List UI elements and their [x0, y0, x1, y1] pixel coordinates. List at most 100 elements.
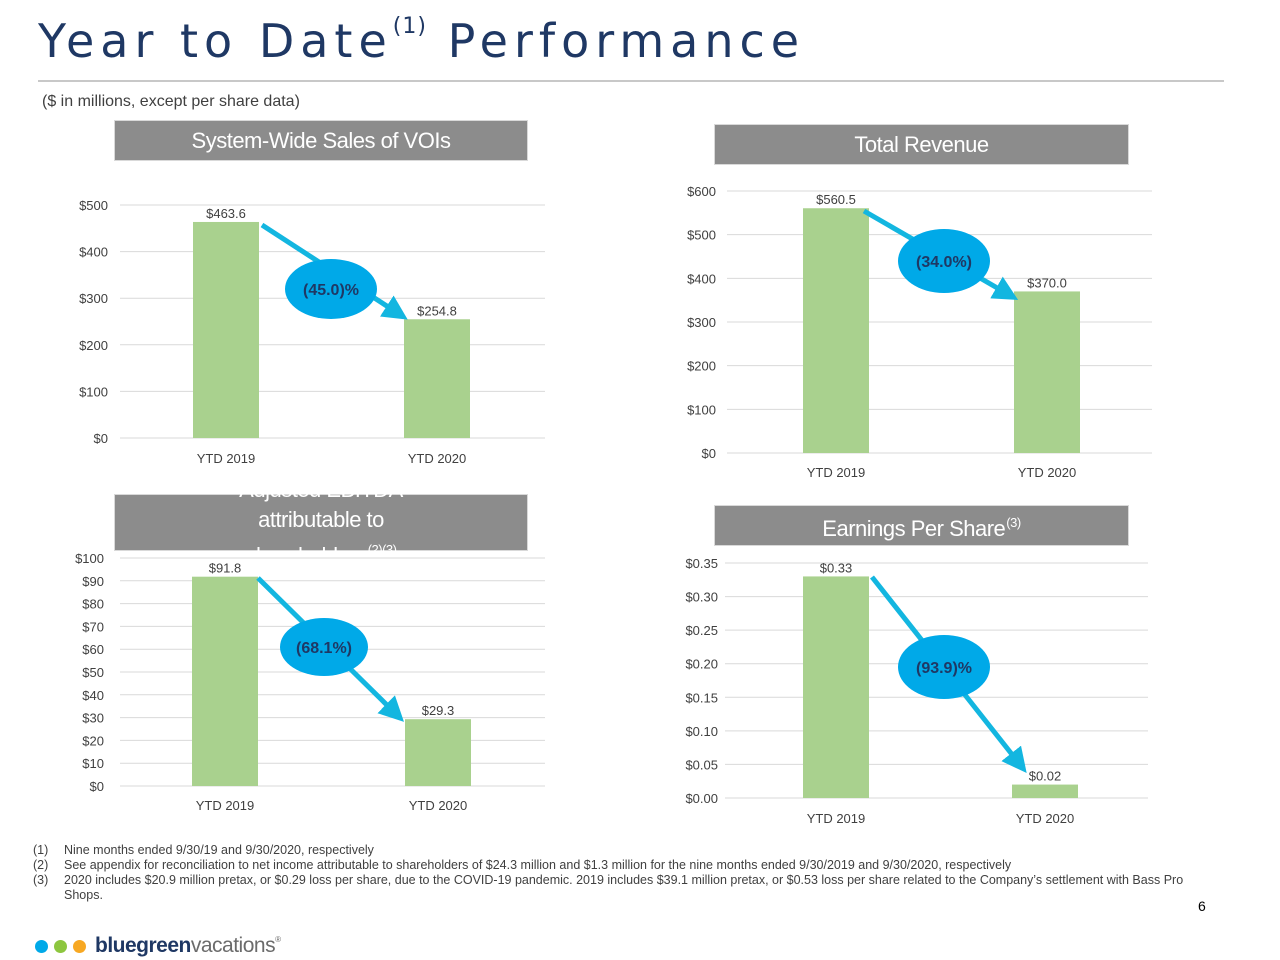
title-end: Performance	[447, 14, 806, 68]
logo-word-2: vacations	[190, 934, 276, 957]
change-badge	[285, 259, 377, 319]
bar-ytd-2019	[193, 221, 259, 438]
data-label: $254.8	[417, 303, 457, 318]
footnote-text: Nine months ended 9/30/19 and 9/30/2020,…	[64, 843, 374, 857]
data-label: $29.3	[422, 703, 455, 718]
y-tick-label: $600	[687, 184, 716, 199]
y-tick-label: $0.15	[685, 690, 718, 705]
y-tick-label: $100	[79, 384, 108, 399]
y-tick-label: $60	[82, 642, 104, 657]
change-badge-label: (93.9)%	[916, 660, 972, 677]
page-number: 6	[1198, 898, 1206, 914]
data-label: $370.0	[1027, 275, 1067, 290]
change-badge-label: (34.0%)	[916, 254, 972, 271]
data-label: $91.8	[209, 561, 242, 576]
chart-header-revenue: Total Revenue	[714, 124, 1129, 165]
y-tick-label: $0	[90, 779, 104, 794]
y-tick-label: $500	[79, 198, 108, 213]
y-tick-label: $20	[82, 733, 104, 748]
x-tick-label: YTD 2020	[1016, 811, 1075, 826]
y-tick-label: $200	[79, 338, 108, 353]
x-tick-label: YTD 2019	[196, 798, 255, 813]
chart-title-sales: System-Wide Sales of VOIs	[191, 127, 451, 153]
change-badge	[898, 229, 990, 293]
title-divider	[38, 80, 1224, 82]
chart-title-eps: Earnings Per Share	[822, 515, 1006, 541]
y-tick-label: $500	[687, 228, 716, 243]
logo-dot-blue-icon	[35, 939, 48, 953]
y-tick-label: $0.30	[685, 590, 718, 605]
change-badge	[280, 618, 368, 676]
x-tick-label: YTD 2019	[807, 811, 866, 826]
y-tick-label: $30	[82, 711, 104, 726]
chart-header-ebitda: Adjusted EBITDA attributable to sharehol…	[114, 477, 528, 568]
logo-registered-mark: ®	[275, 935, 281, 944]
chart-title-eps-sup: (3)	[1006, 514, 1021, 530]
y-tick-label: $0.10	[685, 724, 718, 739]
change-badge-label: (45.0)%	[303, 282, 359, 299]
data-label: $0.02	[1029, 769, 1062, 784]
y-tick-label: $40	[82, 688, 104, 703]
y-tick-label: $400	[79, 245, 108, 260]
footnote-text: 2020 includes $20.9 million pretax, or $…	[64, 873, 1184, 902]
y-tick-label: $0.35	[685, 556, 718, 571]
y-tick-label: $100	[687, 402, 716, 417]
y-tick-label: $0.25	[685, 623, 718, 638]
data-label: $0.33	[820, 560, 853, 575]
footnote-number: (3)	[33, 873, 49, 887]
footnotes: (1) Nine months ended 9/30/19 and 9/30/2…	[33, 843, 1213, 903]
x-tick-label: YTD 2020	[1018, 465, 1077, 480]
y-tick-label: $10	[82, 756, 104, 771]
footnote-1: (1) Nine months ended 9/30/19 and 9/30/2…	[33, 843, 1213, 858]
y-tick-label: $300	[687, 315, 716, 330]
bar-ytd-2020	[1014, 291, 1080, 453]
company-logo: bluegreenvacations®	[35, 934, 281, 958]
logo-dot-orange-icon	[73, 939, 86, 953]
x-tick-label: YTD 2020	[408, 451, 467, 466]
y-tick-label: $400	[687, 271, 716, 286]
y-tick-label: $0	[94, 431, 108, 446]
chart-title-ebitda-sup: (2)(3)	[367, 541, 397, 557]
y-tick-label: $0.00	[685, 791, 718, 806]
footnote-number: (2)	[33, 858, 49, 872]
y-tick-label: $0.05	[685, 757, 718, 772]
y-tick-label: $100	[75, 551, 104, 566]
change-badge-label: (68.1%)	[296, 640, 352, 657]
data-label: $463.6	[206, 206, 246, 221]
footnote-text: See appendix for reconciliation to net i…	[64, 858, 1012, 872]
y-tick-label: $50	[82, 665, 104, 680]
footnote-3: (3) 2020 includes $20.9 million pretax, …	[33, 873, 1213, 903]
y-tick-label: $0.20	[685, 657, 718, 672]
chart-title-ebitda: Adjusted EBITDA attributable to sharehol…	[239, 476, 403, 568]
x-tick-label: YTD 2019	[807, 465, 866, 480]
chart-title-revenue: Total Revenue	[854, 131, 989, 157]
bar-ytd-2019	[803, 208, 869, 453]
change-badge	[898, 635, 990, 699]
y-tick-label: $90	[82, 574, 104, 589]
bar-ytd-2019	[803, 576, 869, 798]
page-title: Year to Date(1) Performance	[38, 14, 805, 68]
y-tick-label: $80	[82, 597, 104, 612]
bar-ytd-2019	[192, 576, 258, 786]
bar-ytd-2020	[404, 319, 470, 438]
logo-word-1: bluegreen	[95, 934, 191, 957]
units-note: ($ in millions, except per share data)	[42, 93, 300, 110]
x-tick-label: YTD 2020	[409, 798, 468, 813]
chart-header-eps: Earnings Per Share(3)	[714, 505, 1129, 546]
title-main: Year to Date	[38, 14, 393, 68]
y-tick-label: $300	[79, 291, 108, 306]
data-label: $560.5	[816, 192, 856, 207]
y-tick-label: $0	[702, 446, 716, 461]
title-footnote-ref: (1)	[392, 14, 427, 39]
logo-dot-green-icon	[54, 939, 67, 953]
y-tick-label: $70	[82, 619, 104, 634]
bar-ytd-2020	[405, 719, 471, 786]
footnote-number: (1)	[33, 843, 49, 857]
bar-ytd-2020	[1012, 784, 1078, 798]
footnote-2: (2) See appendix for reconciliation to n…	[33, 858, 1213, 873]
chart-header-sales: System-Wide Sales of VOIs	[114, 120, 528, 161]
